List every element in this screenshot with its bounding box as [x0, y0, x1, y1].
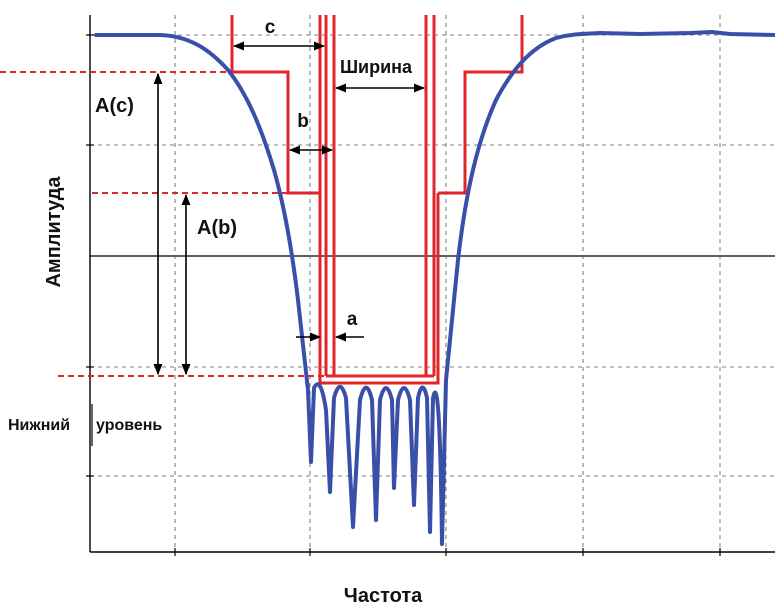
bottom-level-label-right: уровень	[96, 417, 162, 434]
dimension-arrows	[91, 41, 426, 446]
y-axis-label: Амплитуда	[43, 176, 65, 288]
mask-right-outer	[438, 15, 524, 195]
grid	[90, 15, 775, 552]
bottom-level-label-left: Нижний	[8, 417, 70, 434]
amp-c-label: A(c)	[95, 95, 134, 117]
c-label: c	[265, 17, 276, 38]
axis-ticks	[86, 34, 721, 556]
mask-outer-bottom	[318, 193, 440, 385]
b-label: b	[297, 111, 309, 132]
a-label: a	[347, 309, 358, 330]
mask-left-outer	[230, 15, 322, 195]
spectral-mask	[230, 15, 524, 385]
frequency-response-curve	[94, 30, 775, 546]
mask-level-lines	[0, 71, 334, 377]
amp-b-label: A(b)	[197, 217, 237, 239]
mask-inner-bottom	[332, 15, 428, 378]
width-label: Ширина	[340, 57, 413, 77]
x-axis-label: Частота	[344, 585, 423, 605]
